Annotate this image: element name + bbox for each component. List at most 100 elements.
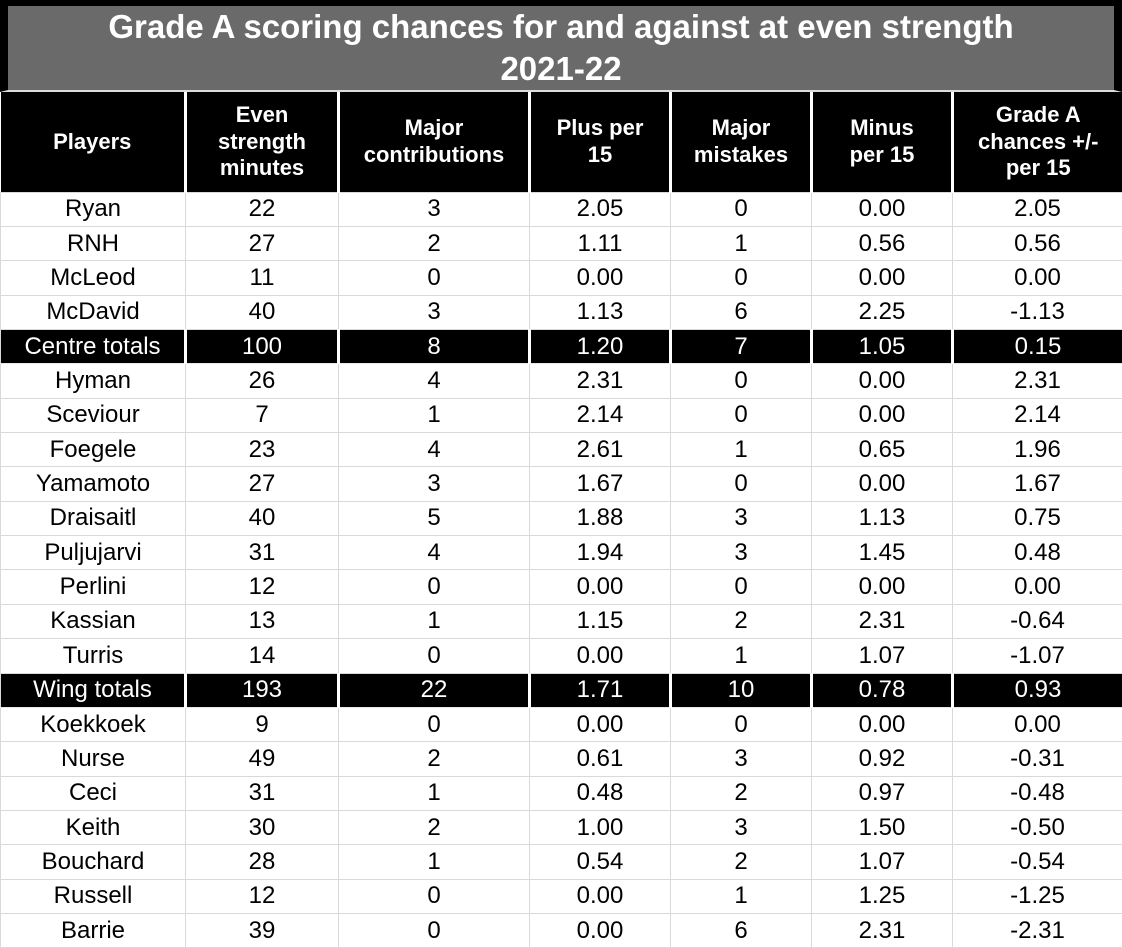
major-contributions-cell: 1 [338, 603, 530, 640]
major-contributions-cell: 2 [338, 741, 530, 777]
minus-per-15-cell: 0.78 [810, 672, 953, 708]
even-strength-minutes-cell: 13 [185, 603, 339, 640]
player-row: Hyman 26 4 2.31 0 0.00 2.31 [0, 363, 1122, 399]
major-mistakes-cell: 3 [670, 741, 812, 777]
grade-a-plus-minus-cell: 2.31 [952, 363, 1122, 399]
even-strength-minutes-cell: 49 [185, 741, 339, 777]
plus-per-15-cell: 1.94 [529, 535, 671, 571]
minus-per-15-cell: 1.50 [811, 809, 953, 846]
title-line-1: Grade A scoring chances for and against … [108, 8, 1014, 46]
major-mistakes-cell: 0 [670, 706, 812, 743]
major-mistakes-cell: 3 [670, 500, 812, 537]
minus-per-15-cell: 2.25 [811, 294, 953, 330]
player-name-cell: Turris [0, 638, 186, 674]
minus-per-15-cell: 1.13 [811, 500, 953, 537]
player-row: Russell 12 0 0.00 1 1.25 -1.25 [0, 878, 1122, 915]
minus-per-15-cell: 1.25 [811, 878, 953, 915]
player-row: Sceviour 7 1 2.14 0 0.00 2.14 [0, 397, 1122, 434]
grade-a-plus-minus-cell: 0.15 [951, 328, 1122, 365]
major-contributions-cell: 2 [338, 809, 530, 846]
even-strength-minutes-cell: 7 [185, 397, 339, 434]
plus-per-15-cell: 1.88 [529, 500, 671, 537]
even-strength-minutes-cell: 14 [185, 638, 339, 674]
minus-per-15-cell: 0.00 [811, 569, 953, 605]
minus-per-15-cell: 0.00 [811, 363, 953, 399]
col-header-major-contributions: Major contributions [337, 92, 530, 192]
minus-per-15-cell: 1.05 [810, 328, 953, 365]
plus-per-15-cell: 1.11 [529, 225, 671, 262]
player-row: RNH 27 2 1.11 1 0.56 0.56 [0, 225, 1122, 262]
col-header-players: Players [0, 92, 186, 192]
player-row: Ceci 31 1 0.48 2 0.97 -0.48 [0, 775, 1122, 811]
major-contributions-cell: 2 [338, 225, 530, 262]
player-name-cell: Keith [0, 809, 186, 846]
minus-per-15-cell: 1.07 [811, 844, 953, 880]
grade-a-plus-minus-cell: 1.67 [952, 466, 1122, 502]
grade-a-plus-minus-cell: -0.31 [952, 741, 1122, 777]
grade-a-plus-minus-cell: 2.05 [952, 191, 1122, 227]
even-strength-minutes-cell: 31 [185, 535, 339, 571]
major-contributions-cell: 4 [338, 432, 530, 468]
minus-per-15-cell: 0.00 [811, 191, 953, 227]
even-strength-minutes-cell: 27 [185, 225, 339, 262]
player-name-cell: Hyman [0, 363, 186, 399]
player-name-cell: RNH [0, 225, 186, 262]
plus-per-15-cell: 0.00 [529, 706, 671, 743]
plus-per-15-cell: 1.13 [529, 294, 671, 330]
major-mistakes-cell: 6 [670, 913, 812, 948]
plus-per-15-cell: 0.00 [529, 569, 671, 605]
major-mistakes-cell: 1 [670, 432, 812, 468]
grade-a-plus-minus-cell: 0.00 [952, 706, 1122, 743]
even-strength-minutes-cell: 12 [185, 569, 339, 605]
grade-a-plus-minus-cell: -1.07 [952, 638, 1122, 674]
minus-per-15-cell: 0.92 [811, 741, 953, 777]
major-contributions-cell: 22 [337, 672, 530, 708]
minus-per-15-cell: 0.00 [811, 260, 953, 296]
minus-per-15-cell: 2.31 [811, 603, 953, 640]
major-contributions-cell: 3 [338, 294, 530, 330]
player-name-cell: Wing totals [0, 672, 186, 708]
player-name-cell: McLeod [0, 260, 186, 296]
player-name-cell: Puljujarvi [0, 535, 186, 571]
player-row: Koekkoek 9 0 0.00 0 0.00 0.00 [0, 706, 1122, 743]
major-contributions-cell: 4 [338, 535, 530, 571]
even-strength-minutes-cell: 23 [185, 432, 339, 468]
major-mistakes-cell: 3 [670, 809, 812, 846]
player-row: Bouchard 28 1 0.54 2 1.07 -0.54 [0, 844, 1122, 880]
player-row: Puljujarvi 31 4 1.94 3 1.45 0.48 [0, 535, 1122, 571]
major-mistakes-cell: 0 [670, 466, 812, 502]
grade-a-plus-minus-cell: 0.48 [952, 535, 1122, 571]
major-contributions-cell: 0 [338, 878, 530, 915]
player-row: Perlini 12 0 0.00 0 0.00 0.00 [0, 569, 1122, 605]
major-contributions-cell: 3 [338, 191, 530, 227]
player-row: McLeod 11 0 0.00 0 0.00 0.00 [0, 260, 1122, 296]
grade-a-plus-minus-cell: -0.64 [952, 603, 1122, 640]
plus-per-15-cell: 2.61 [529, 432, 671, 468]
major-contributions-cell: 3 [338, 466, 530, 502]
plus-per-15-cell: 0.00 [529, 878, 671, 915]
major-mistakes-cell: 1 [670, 638, 812, 674]
minus-per-15-cell: 0.56 [811, 225, 953, 262]
player-name-cell: Nurse [0, 741, 186, 777]
player-row: Nurse 49 2 0.61 3 0.92 -0.31 [0, 741, 1122, 777]
grade-a-plus-minus-cell: 1.96 [952, 432, 1122, 468]
major-mistakes-cell: 1 [670, 225, 812, 262]
grade-a-plus-minus-cell: -0.54 [952, 844, 1122, 880]
even-strength-minutes-cell: 12 [185, 878, 339, 915]
player-name-cell: McDavid [0, 294, 186, 330]
grade-a-plus-minus-cell: 2.14 [952, 397, 1122, 434]
col-header-grade-a-plus-minus-per-15: Grade A chances +/- per 15 [951, 92, 1122, 192]
plus-per-15-cell: 2.14 [529, 397, 671, 434]
minus-per-15-cell: 1.07 [811, 638, 953, 674]
grade-a-plus-minus-cell: -0.48 [952, 775, 1122, 811]
player-name-cell: Barrie [0, 913, 186, 948]
plus-per-15-cell: 0.48 [529, 775, 671, 811]
player-name-cell: Yamamoto [0, 466, 186, 502]
player-name-cell: Centre totals [0, 328, 186, 365]
major-contributions-cell: 0 [338, 569, 530, 605]
major-mistakes-cell: 3 [670, 535, 812, 571]
major-mistakes-cell: 1 [670, 878, 812, 915]
col-header-major-mistakes: Major mistakes [669, 92, 812, 192]
plus-per-15-cell: 0.61 [529, 741, 671, 777]
player-row: Keith 30 2 1.00 3 1.50 -0.50 [0, 809, 1122, 846]
